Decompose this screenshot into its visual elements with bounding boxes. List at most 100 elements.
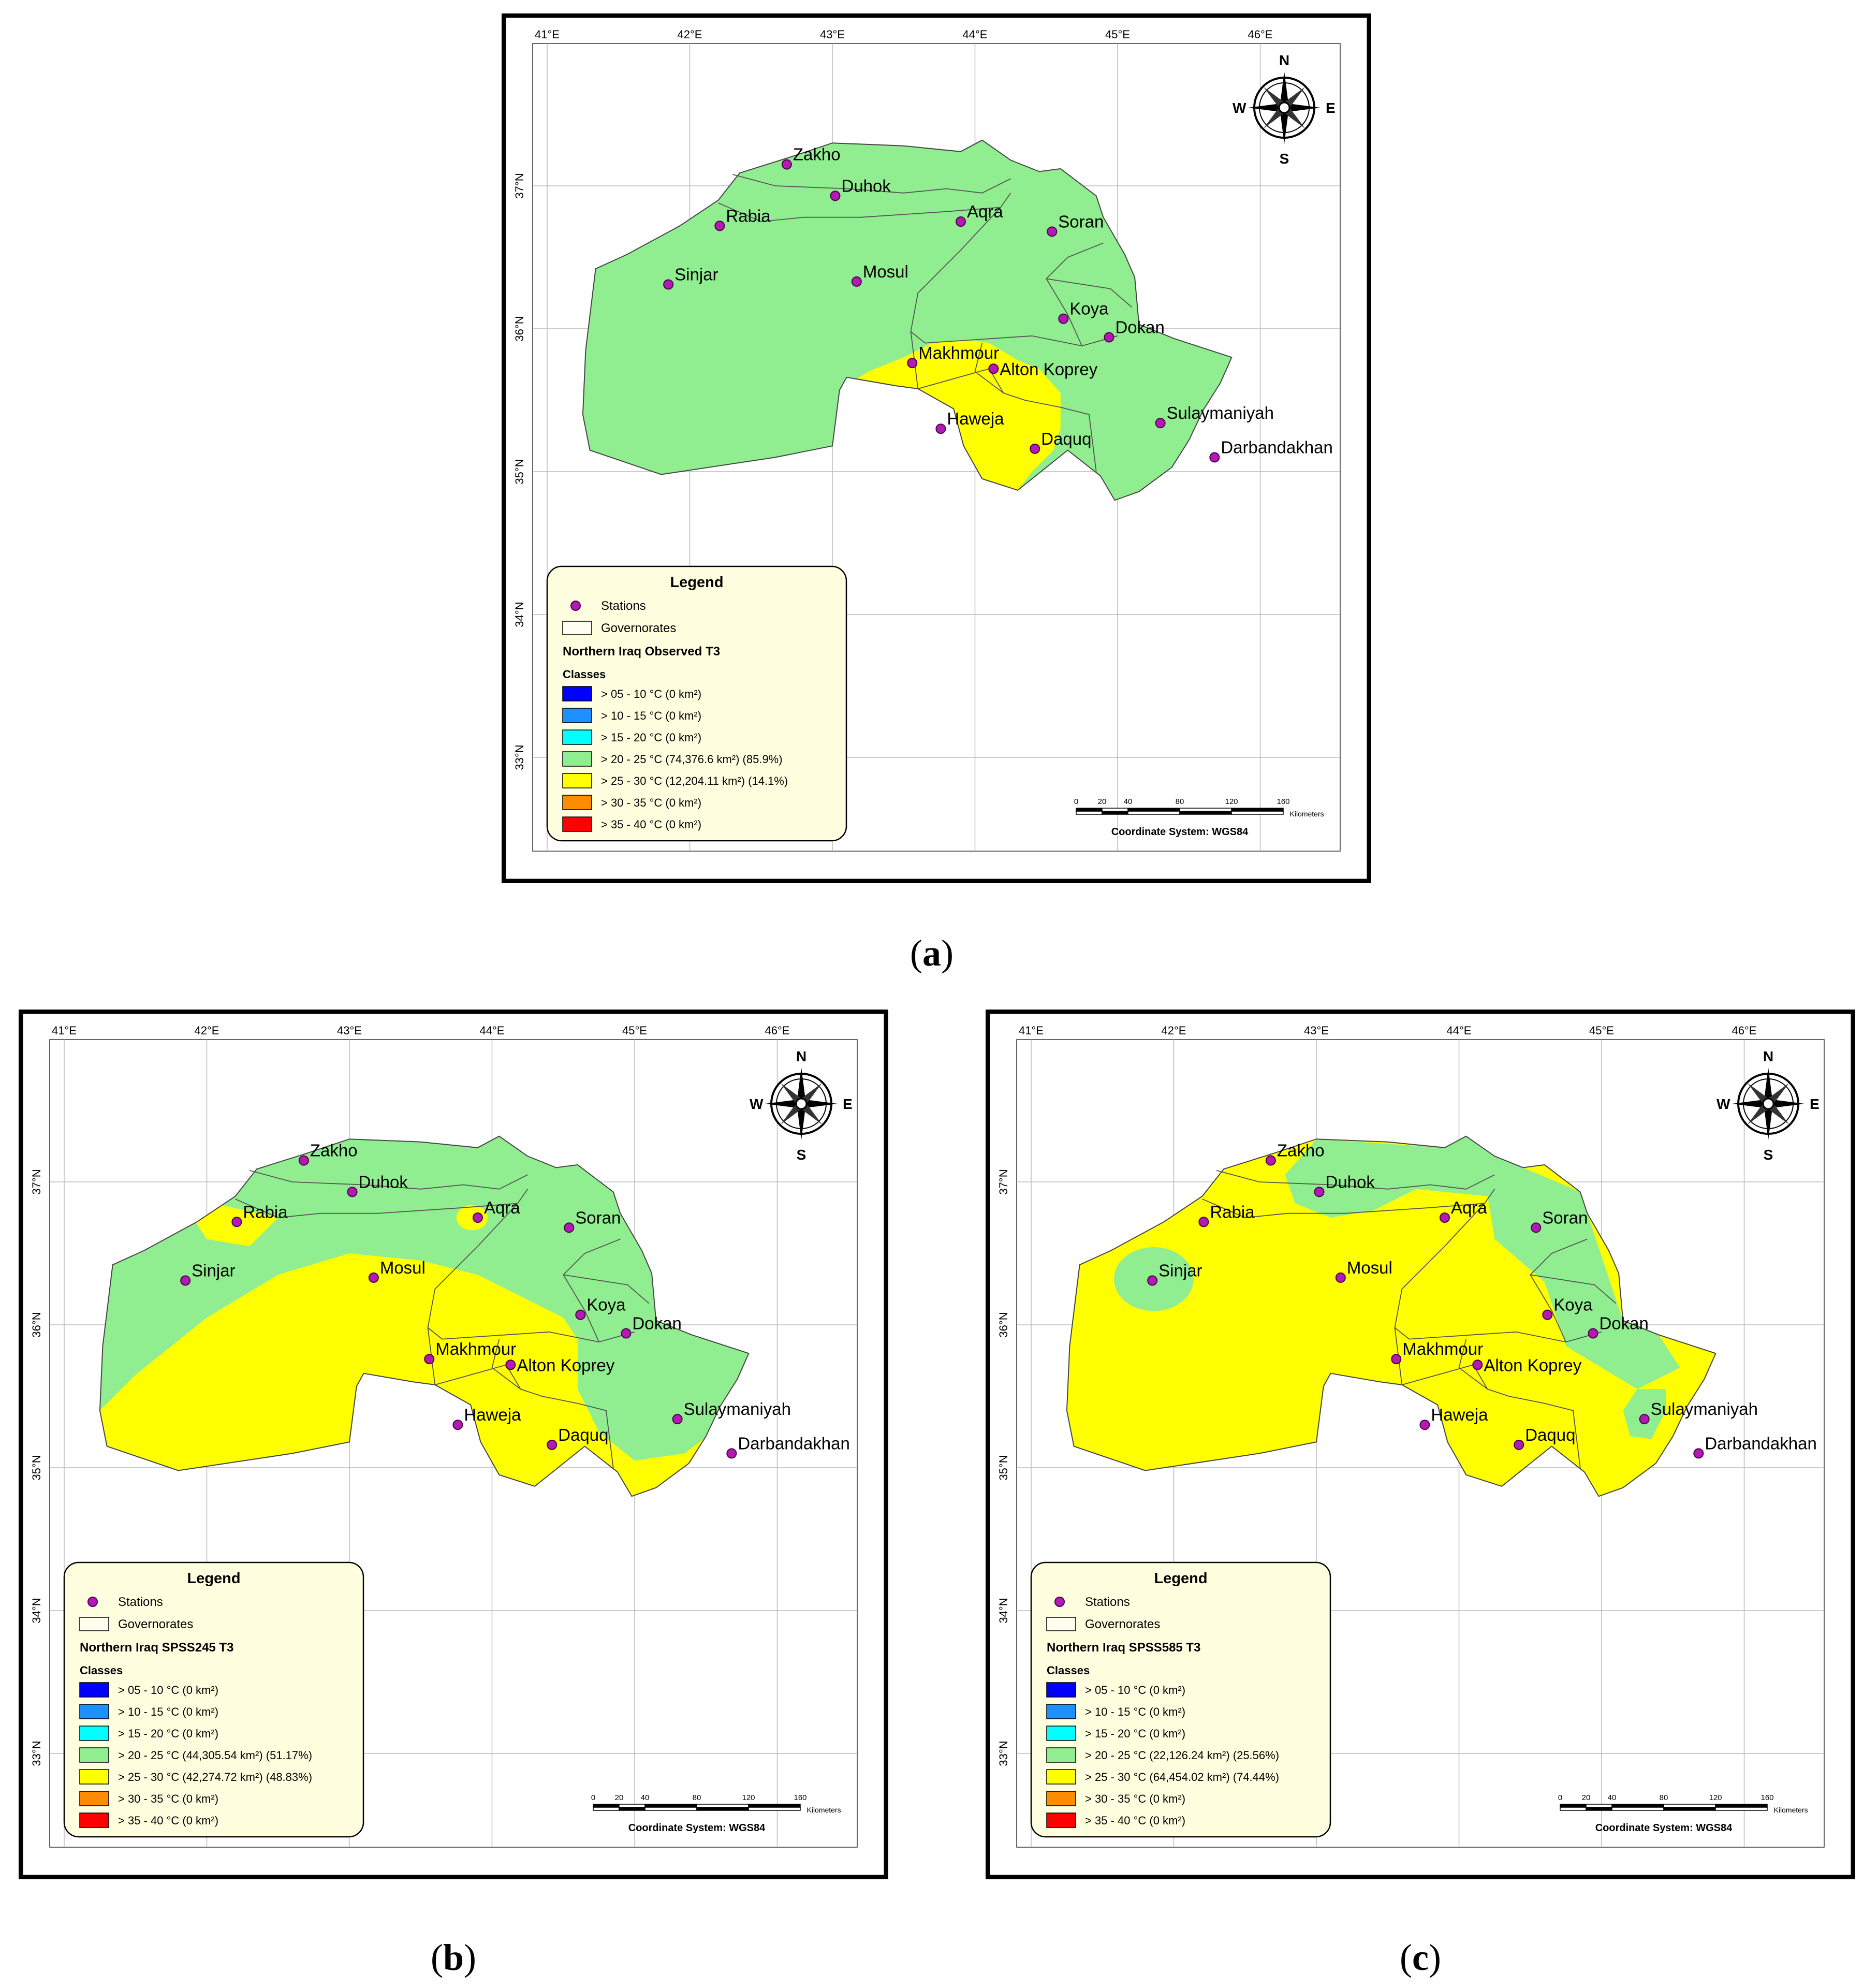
governorate-boundary	[1202, 1189, 1495, 1218]
station-marker	[564, 1222, 575, 1233]
station-marker	[1314, 1187, 1325, 1197]
legend-class-swatch	[79, 1769, 109, 1785]
compass-rose: N S E W	[1717, 1048, 1820, 1163]
temperature-zones	[99, 1135, 750, 1497]
station-label: Mosul	[863, 262, 908, 281]
station-label: Koya	[1069, 299, 1109, 318]
station-label: Rabia	[1210, 1202, 1255, 1221]
station-marker	[1419, 1420, 1430, 1430]
coordinate-system: Coordinate System: WGS84	[1111, 826, 1249, 838]
station-label: Zakho	[793, 145, 841, 164]
legend-class-label: > 05 - 10 °C (0 km²)	[118, 1684, 218, 1697]
zone-25-30	[1066, 1153, 1716, 1497]
compass-north: N	[1763, 1048, 1773, 1064]
legend-box	[63, 1561, 364, 1838]
legend-stations-label: Stations	[118, 1595, 163, 1609]
scale-tick-label: 0	[1558, 1793, 1562, 1802]
governorate-boundary	[1394, 1203, 1602, 1343]
station-label: Darbandakhan	[738, 1434, 850, 1453]
compass-west: W	[750, 1096, 764, 1112]
governorate-boundary	[435, 1364, 521, 1390]
station-label: Sinjar	[674, 265, 718, 284]
map-panel-a: 41°E 42°E 43°E 44°E 45°E 46°E 37°N 36°N 35°N 34°N…	[502, 13, 1371, 883]
legend-class-label: > 10 - 15 °C (0 km²)	[118, 1705, 218, 1718]
scale-tick-label: 20	[1098, 797, 1107, 806]
governorate-boundary	[1402, 1364, 1488, 1390]
legend-class-label: > 10 - 15 °C (0 km²)	[601, 709, 701, 722]
governorate-boundary	[1530, 1238, 1588, 1342]
station-marker	[1198, 1217, 1209, 1227]
station-marker	[575, 1309, 586, 1320]
scale-tick-label: 80	[1660, 1793, 1668, 1802]
scale-tick-label: 80	[1176, 797, 1184, 806]
legend-stations-label: Stations	[1085, 1595, 1130, 1609]
compass-rose: N S E W	[750, 1048, 853, 1163]
legend-class-swatch	[79, 1704, 109, 1719]
longitude-label: 43°E	[337, 1024, 362, 1037]
legend-class-swatch	[1046, 1769, 1076, 1785]
longitude-label: 42°E	[1162, 1024, 1186, 1037]
map-figure: 41°E 42°E 43°E 44°E 45°E 46°E 37°N 36°N 35°N 34°N…	[986, 1010, 1855, 1879]
station-marker	[726, 1448, 737, 1459]
station-label: Soran	[1058, 212, 1104, 231]
station-marker	[1531, 1222, 1542, 1233]
compass-east: E	[843, 1096, 853, 1112]
station-marker	[1030, 443, 1040, 454]
scale-tick-label: 20	[615, 1793, 624, 1802]
scale-unit: Kilometers	[1774, 1806, 1808, 1814]
governorate-boundary	[563, 1274, 650, 1304]
longitude-label: 44°E	[963, 28, 988, 41]
station-label: Darbandakhan	[1705, 1434, 1817, 1453]
station-marker	[1047, 226, 1058, 237]
station-label: Duhok	[1326, 1172, 1375, 1191]
legend-subtitle: Northern Iraq SPSS245 T3	[80, 1641, 233, 1655]
legend-class-label: > 10 - 15 °C (0 km²)	[1085, 1705, 1185, 1718]
zone-25-30	[832, 340, 1061, 490]
station-label: Alton Koprey	[1000, 359, 1097, 378]
map-figure: 41°E 42°E 43°E 44°E 45°E 46°E 37°N 36°N 35°N 34°N…	[19, 1010, 888, 1879]
legend-class-label: > 25 - 30 °C (12,204.11 km²) (14.1%)	[601, 774, 788, 787]
station-marker	[1639, 1414, 1650, 1425]
compass-east: E	[1810, 1096, 1820, 1112]
legend-governorates-label: Governorates	[601, 621, 676, 635]
longitude-label: 42°E	[678, 28, 702, 41]
latitude-label: 37°N	[30, 1169, 43, 1194]
station-label: Haweja	[947, 409, 1004, 428]
station-marker	[505, 1360, 516, 1370]
legend-class-swatch	[562, 795, 592, 810]
legend-class-label: > 20 - 25 °C (44,305.54 km²) (51.17%)	[118, 1749, 312, 1762]
longitude-label: 43°E	[820, 28, 845, 41]
legend: Legend Stations Governorates Northern Iraq …	[1030, 1561, 1331, 1838]
coordinate-system: Coordinate System: WGS84	[628, 1822, 766, 1834]
legend-class-label: > 30 - 35 °C (0 km²)	[601, 796, 701, 809]
longitude-label: 45°E	[622, 1024, 647, 1037]
legend-subtitle: Northern Iraq SPSS585 T3	[1047, 1641, 1200, 1655]
station-label: Koya	[586, 1295, 626, 1314]
governorate-boundary	[1216, 1170, 1495, 1190]
station-label: Mosul	[380, 1258, 426, 1277]
station-label: Makhmour	[435, 1339, 516, 1358]
scale-tick-label: 40	[1608, 1793, 1617, 1802]
legend-governorates-label: Governorates	[118, 1617, 193, 1631]
legend-class-swatch	[1046, 1791, 1076, 1806]
map-panel-c: 41°E 42°E 43°E 44°E 45°E 46°E 37°N 36°N 35°N 34°N…	[986, 1010, 1855, 1879]
scale-tick-label: 0	[1074, 797, 1078, 806]
scale-unit: Kilometers	[807, 1806, 841, 1814]
latitude-label: 33°N	[997, 1741, 1010, 1766]
map-figure: 41°E 42°E 43°E 44°E 45°E 46°E 37°N 36°N 35°N 34°N…	[502, 13, 1371, 883]
station-marker	[1265, 1155, 1276, 1166]
latitude-label: 35°N	[513, 459, 526, 484]
legend-class-label: > 15 - 20 °C (0 km²)	[1085, 1727, 1185, 1740]
station-marker	[424, 1354, 435, 1365]
scale-tick-label: 120	[742, 1793, 755, 1802]
legend-class-swatch	[1046, 1747, 1076, 1763]
longitude-label: 44°E	[1447, 1024, 1472, 1037]
compass-north: N	[796, 1048, 806, 1064]
latitude-label: 37°N	[997, 1169, 1010, 1194]
legend: Legend Stations Governorates Northern Iraq …	[546, 565, 847, 842]
latitude-label: 36°N	[997, 1312, 1010, 1337]
legend-classes-label: Classes	[1047, 1664, 1090, 1677]
scale-tick-label: 40	[1124, 797, 1133, 806]
station-marker	[714, 221, 725, 231]
